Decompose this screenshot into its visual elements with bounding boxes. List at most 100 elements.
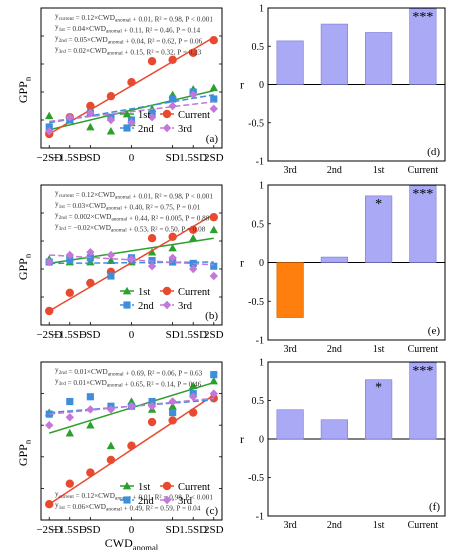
fit-line-3rd: [49, 101, 214, 123]
data-point-3rd: [168, 101, 177, 111]
x-tick-label: SD: [166, 524, 180, 536]
x-tick-label: 2nd: [327, 520, 342, 531]
data-point-1st: [209, 83, 218, 92]
regression-equation: y1st = 0.04×CWDanomal + 0.11, R² = 0.46,…: [55, 23, 201, 35]
x-tick-label: Current: [408, 344, 439, 355]
legend-label-current: Current: [178, 287, 210, 298]
data-point-3rd: [86, 108, 95, 118]
bar-2nd: [320, 23, 348, 85]
y-tick-label: -0.5: [248, 297, 264, 308]
legend-marker-2nd: [123, 301, 131, 309]
x-tick-label: 1st: [373, 344, 385, 355]
x-tick-label: −SD: [80, 152, 100, 164]
x-tick-label: SD: [166, 329, 180, 341]
x-tick-label: 1st: [373, 520, 385, 531]
legend-marker-current: [162, 286, 172, 296]
x-tick-label: −2SD: [36, 152, 62, 164]
y-tick-label: -0.5: [248, 473, 264, 484]
x-tick-label: Current: [408, 520, 439, 531]
data-point-3rd: [65, 413, 74, 422]
data-point-current: [168, 416, 177, 425]
data-point-current: [106, 455, 116, 465]
data-point-2nd: [169, 408, 177, 417]
x-tick-label: 1st: [373, 165, 385, 176]
data-point-3rd: [127, 118, 136, 127]
y-tick-label: -1: [256, 157, 264, 168]
legend-marker-current: [162, 109, 172, 119]
significance-mark: ***: [412, 10, 433, 25]
regression-equation: y2nd = 0.01×CWDanomal + 0.69, R² = 0.06,…: [55, 366, 203, 378]
x-tick-label: 2nd: [327, 165, 342, 176]
x-tick-label: 3rd: [283, 344, 296, 355]
data-point-3rd: [189, 392, 198, 401]
legend-marker-1st: [122, 109, 132, 118]
data-point-current: [127, 441, 136, 450]
regression-equation: ycurrent = 0.12×CWDanomal + 0.01, R² = 0…: [55, 12, 213, 24]
y-axis-label: GPPn: [16, 76, 33, 103]
data-point-2nd: [107, 272, 115, 280]
panel-label: (f): [429, 501, 440, 513]
regression-equation: y1st = 0.03×CWDanomal + 0.40, R² = 0.75,…: [55, 200, 201, 212]
data-point-current: [45, 306, 54, 316]
data-point-current: [209, 213, 218, 222]
data-point-3rd: [45, 257, 54, 267]
data-point-current: [106, 92, 116, 101]
y-tick-label: 0: [259, 80, 264, 91]
bar-panel-d: -1 -0.5 0 0.5 1 r 3rd 2nd 1st Current *** (d): [240, 4, 446, 176]
y-axis-label: GPPn: [16, 439, 33, 466]
data-point-current: [65, 288, 74, 297]
x-tick-label: −2SD: [36, 329, 62, 341]
regression-equation: y2nd = 0.05×CWDanomal + 0.04, R² = 0.62,…: [55, 34, 203, 46]
y-axis-label: GPPn: [16, 253, 33, 280]
bar-2nd: [320, 419, 348, 440]
panel-label: (a): [206, 133, 219, 145]
data-point-current: [86, 278, 95, 288]
x-tick-label: 0: [129, 524, 135, 536]
legend-marker-current: [162, 481, 172, 491]
data-point-current: [45, 500, 54, 509]
x-tick-label: 2nd: [327, 344, 342, 355]
data-point-current: [127, 78, 136, 87]
data-point-current: [189, 408, 198, 417]
y-tick-label: 0.5: [252, 219, 265, 230]
data-point-3rd: [127, 402, 136, 411]
data-point-1st: [45, 111, 54, 120]
panel-label: (b): [205, 310, 218, 322]
x-tick-label: 0: [129, 329, 135, 341]
bar-current: [409, 185, 437, 263]
y-axis-label: r: [240, 256, 244, 270]
legend-label-2nd: 2nd: [138, 301, 155, 312]
data-point-2nd: [210, 262, 218, 270]
data-point-3rd: [65, 113, 74, 122]
x-tick-label: 1.5SD: [179, 524, 207, 536]
data-point-1st: [168, 243, 177, 252]
data-point-current: [65, 479, 74, 488]
y-tick-label: 0: [259, 258, 264, 269]
legend-marker-2nd: [123, 124, 131, 132]
data-point-3rd: [147, 402, 157, 411]
data-point-2nd: [86, 393, 94, 401]
x-tick-label: −SD: [80, 524, 100, 536]
bar-current: [409, 362, 437, 440]
data-point-3rd: [127, 255, 136, 264]
x-tick-label: 3rd: [283, 520, 296, 531]
data-point-1st: [86, 122, 95, 131]
regression-equation: y2nd = 0.002×CWDanomal + 0.44, R² = 0.00…: [55, 211, 210, 223]
legend-marker-3rd: [162, 495, 172, 505]
bar-panel-e: -1 -0.5 0 0.5 1 r 3rd 2nd 1st * Current *** (e): [240, 181, 446, 355]
data-point-3rd: [147, 262, 157, 271]
bar-2nd: [320, 256, 348, 263]
significance-mark: ***: [412, 364, 433, 379]
data-point-3rd: [45, 421, 54, 430]
data-point-3rd: [168, 253, 177, 262]
data-point-current: [189, 225, 198, 234]
data-point-current: [189, 48, 198, 57]
y-tick-label: 0: [259, 435, 264, 446]
legend-marker-3rd: [162, 123, 172, 133]
data-point-3rd: [209, 389, 218, 398]
legend-marker-1st: [122, 286, 132, 295]
data-point-3rd: [189, 90, 198, 99]
